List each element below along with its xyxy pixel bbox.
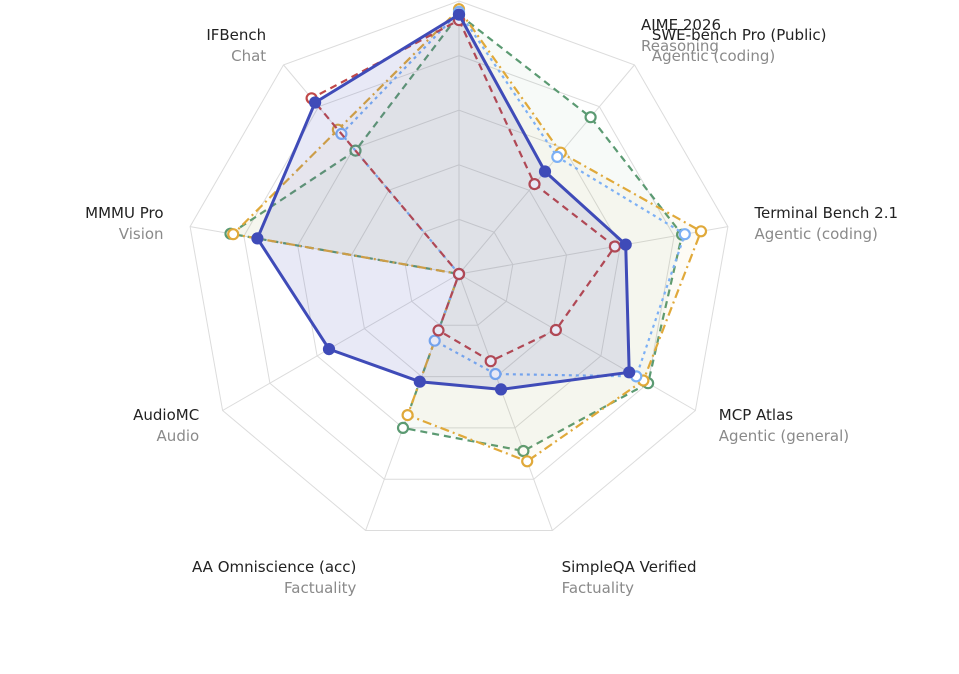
data-point [623,366,636,379]
series-3 [305,14,622,368]
data-point [521,455,534,468]
grid-ring [297,109,621,429]
axis-name-label: SWE-bench Pro (Public) [652,26,827,44]
data-point [401,409,414,422]
data-point [678,228,691,241]
grid-ring [404,218,514,326]
data-point [584,111,597,124]
axis-label: MCP Atlas Agentic (general) [719,406,849,445]
axis-label: AudioMC Audio [133,406,199,445]
grid-ring [243,55,675,480]
grid-ring [350,164,568,378]
grid-spoke [458,273,553,531]
data-point [452,8,466,21]
data-point [538,165,552,178]
data-point [694,225,708,238]
axis-name-label: SimpleQA Verified [562,558,697,576]
axis-category-label: Agentic (coding) [754,225,877,243]
axis-category-label: Audio [157,427,200,445]
series-layer [224,3,708,468]
data-point [432,324,445,337]
series-line [232,8,703,463]
axis-label: AIME 2026 Reasoning [641,16,721,55]
axis-label: SimpleQA Verified Factuality [562,558,697,597]
axis-name-label: AudioMC [133,406,199,424]
series-line [255,13,631,391]
axis-label: MMMU Pro Vision [85,204,163,243]
axis-name-label: MMMU Pro [85,204,163,222]
series-line [229,13,684,453]
data-point [452,267,466,281]
data-point [489,367,502,381]
data-point [528,178,541,191]
data-point [428,334,441,347]
data-point [494,383,508,396]
axis-name-label: AIME 2026 [641,16,721,34]
data-point [549,323,563,337]
data-point [484,355,497,368]
grid-spoke [222,273,460,411]
series-4 [251,8,636,396]
data-point [551,150,564,163]
data-point [309,96,322,109]
axis-label: SWE-bench Pro (Public) Agentic (coding) [652,26,827,65]
axis-label: IFBench Chat [206,26,266,65]
axis-name-label: IFBench [206,26,266,44]
data-point [413,375,426,388]
axis-name-label: MCP Atlas [719,406,793,424]
data-point [251,232,264,245]
data-point [608,240,622,253]
grid-spoke [458,273,696,411]
data-point [517,444,530,458]
data-point [396,421,410,434]
data-point [619,238,632,251]
axis-category-label: Reasoning [641,37,719,55]
axis-name-label: AA Omniscience (acc) [192,558,356,576]
data-point [227,228,240,241]
axis-category-label: Factuality [562,579,634,597]
axis-category-label: Chat [231,47,266,65]
grid-ring [189,0,729,531]
axis-category-label: Agentic (general) [719,427,849,445]
axis-category-label: Factuality [284,579,356,597]
axis-category-label: Vision [119,225,164,243]
data-point [322,343,336,356]
axis-category-label: Agentic (coding) [652,47,775,65]
axis-name-label: Terminal Bench 2.1 [753,204,898,222]
axis-label: AA Omniscience (acc) Factuality [192,558,357,597]
axis-label: Terminal Bench 2.1 Agentic (coding) [753,204,898,243]
